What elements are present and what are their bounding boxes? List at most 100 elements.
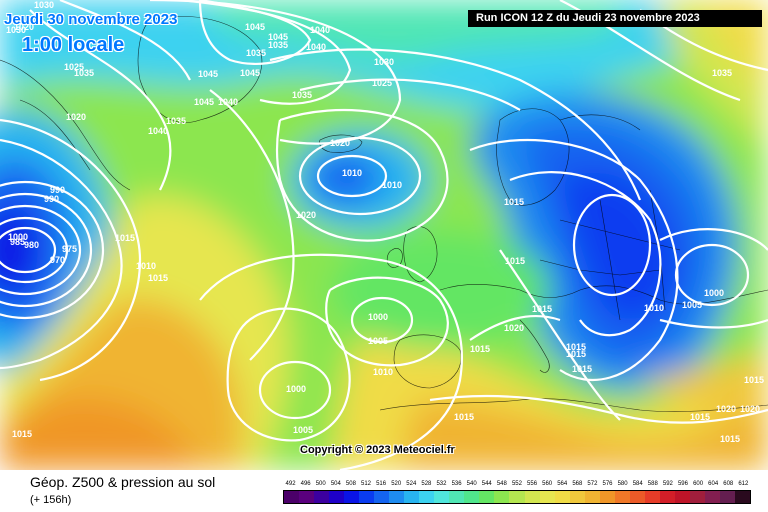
scale-label: 568 [572,481,583,487]
isobar-label: 1015 [504,197,524,207]
isobar-label: 1015 [720,434,740,444]
isobar-label: 1020 [740,404,760,414]
isobar-label: 1040 [310,25,330,35]
scale-label: 560 [542,481,553,487]
forecast-time: 1:00 locale [22,34,125,56]
isobar-label: 1020 [716,404,736,414]
isobar-label: 1005 [293,425,313,435]
isobar-label: 1020 [66,112,86,122]
scale-swatch [374,491,390,503]
scale-swatch [584,491,600,503]
scale-label: 532 [436,481,447,487]
isobar-label: 1025 [64,62,84,72]
scale-swatch [464,491,480,503]
scale-swatch [599,491,615,503]
scale-swatch [434,491,450,503]
scale-swatch [539,491,555,503]
forecast-date: Jeudi 30 novembre 2023 [4,11,178,28]
isobar-label: 1015 [690,412,710,422]
land-outlines [0,15,768,412]
run-info-banner: Run ICON 12 Z du Jeudi 23 novembre 2023 [468,10,762,27]
scale-label: 508 [345,481,356,487]
isobar-label: 1020 [296,210,316,220]
isobar-label: 1015 [470,344,490,354]
isobar-label: 1035 [166,116,186,126]
scale-label: 596 [677,481,688,487]
isobar-labels: 1045 1040 1045 1040 1030 1035 1035 1045 … [6,0,764,444]
isobar-label: 1045 [268,32,288,42]
copyright-notice: Copyright © 2023 Meteociel.fr [300,444,455,456]
map-canvas: 1045 1040 1045 1040 1030 1035 1035 1045 … [0,0,768,470]
product-title: Géop. Z500 & pression au sol [30,474,216,490]
scale-label: 592 [662,481,673,487]
isobar-label: 1010 [342,168,362,178]
scale-swatch [419,491,435,503]
scale-swatch [569,491,585,503]
scale-label: 524 [406,481,417,487]
isobar-label: 1030 [6,25,26,35]
scale-swatch [284,491,300,503]
scale-swatch [329,491,345,503]
scale-swatch [614,491,630,503]
isobar-label: 1045 [198,69,218,79]
scale-label: 540 [466,481,477,487]
isobar-label: 1035 [268,40,288,50]
scale-swatch [629,491,645,503]
scale-swatch [674,491,690,503]
isobar-label: 1045 [194,97,214,107]
scale-swatch [299,491,315,503]
scale-label: 552 [511,481,522,487]
isobar-label: 1000 [8,232,28,242]
isobar-label: 1010 [373,367,393,377]
isobar-label: 1025 [372,78,392,88]
isobar-label: 1035 [712,68,732,78]
isobar-label: 1005 [368,336,388,346]
scale-label: 528 [421,481,432,487]
isobar-label: 1030 [374,57,394,67]
scale-swatch [719,491,735,503]
isobar-label: 990 [44,194,59,204]
isobar-label: 1015 [505,256,525,266]
scale-swatch [494,491,510,503]
isobar-label: 970 [50,255,65,265]
scale-label: 544 [481,481,492,487]
isobar-label: 1015 [566,342,586,352]
scale-swatch [314,491,330,503]
isobar-label: 1045 [240,68,260,78]
isobar-label: 1015 [115,233,135,243]
scale-label: 580 [617,481,628,487]
lead-time: (+ 156h) [30,494,72,506]
isobar-label: 1015 [454,412,474,422]
isobar-label: 975 [62,244,77,254]
scale-label: 556 [527,481,538,487]
isobar-label: 1000 [368,312,388,322]
scale-swatch [689,491,705,503]
isobar-label: 1035 [74,68,94,78]
color-scale: 492 496 500 504 508 512 516 520 524 528 532 536 540 5… [283,478,751,504]
scale-swatch [509,491,525,503]
isobar-label: 1015 [12,429,32,439]
isobar-label: 1020 [14,22,34,32]
isobar-label: 1040 [148,126,168,136]
scale-label: 572 [587,481,598,487]
isobar-label: 1000 [286,384,306,394]
scale-swatch [554,491,570,503]
isobar-label: 1030 [34,0,54,10]
scale-swatch [659,491,675,503]
isobar-label: 1010 [136,261,156,271]
isobar-label: 1015 [148,273,168,283]
scale-label: 492 [285,481,296,487]
scale-swatch [359,491,375,503]
isobar-label: 1015 [744,375,764,385]
scale-swatch [644,491,660,503]
isobar-label: 1045 [245,22,265,32]
isobar-label: 1015 [572,364,592,374]
isobar-label: 1010 [382,180,402,190]
isobar-label: 985 [10,237,25,247]
isobars [0,0,768,470]
scale-label: 536 [451,481,462,487]
isobar-label: 1015 [532,304,552,314]
scale-swatch [524,491,540,503]
scale-label: 612 [738,481,749,487]
isobar-label: 990 [50,185,65,195]
